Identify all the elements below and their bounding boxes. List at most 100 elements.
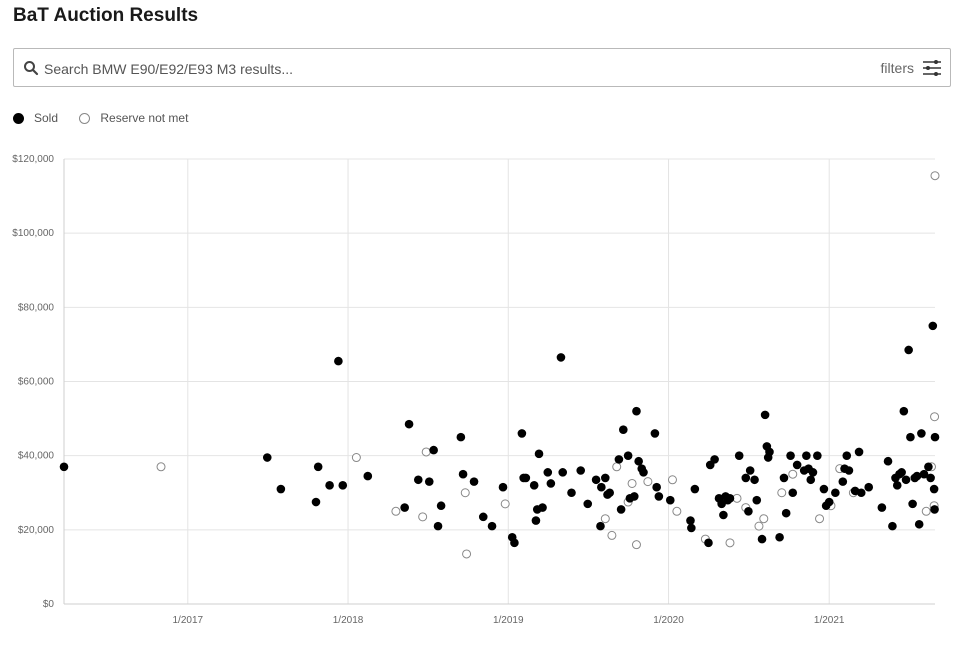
reserve-not-met-point (462, 549, 472, 559)
sold-point (529, 481, 539, 490)
sold-point (734, 451, 744, 460)
sold-point (897, 468, 906, 477)
sold-point (458, 469, 468, 479)
sold-point (813, 451, 822, 460)
sold-point (619, 425, 628, 435)
sold-point (883, 456, 893, 466)
sold-point (819, 484, 829, 494)
x-tick-label: 1/2019 (493, 615, 524, 625)
sold-point (725, 494, 735, 503)
sold-point (556, 353, 566, 362)
sold-point (904, 345, 913, 355)
x-tick-label: 1/2018 (333, 615, 364, 625)
sold-point (498, 482, 508, 492)
sold-point (930, 432, 940, 442)
reserve-not-met-point (421, 447, 431, 457)
sold-point (838, 477, 848, 486)
sold-point (745, 466, 755, 475)
sold-point (591, 475, 601, 485)
sold-point (400, 503, 409, 512)
sold-point (899, 406, 909, 416)
sold-point (543, 468, 553, 477)
legend-item-sold[interactable]: Sold (13, 111, 58, 125)
sold-point (313, 462, 323, 472)
reserve-not-met-point (600, 514, 610, 524)
y-tick-label: $80,000 (18, 302, 55, 313)
y-tick-label: $120,000 (12, 154, 54, 165)
reserve-not-met-point (921, 506, 931, 516)
reserve-not-met-point (631, 540, 641, 550)
sold-point (929, 484, 939, 494)
sold-point (919, 469, 929, 479)
sold-point (892, 481, 902, 490)
sold-point (424, 477, 434, 486)
sold-point (842, 451, 852, 460)
sold-point (325, 481, 334, 490)
sold-point (914, 519, 924, 529)
sold-point (926, 473, 935, 483)
search-icon (24, 61, 39, 76)
sold-point (576, 466, 586, 475)
sold-point (906, 432, 915, 442)
reserve-not-met-point (460, 488, 470, 498)
sold-point (478, 512, 488, 522)
reserve-not-met-point (777, 488, 787, 498)
sold-point (912, 471, 922, 481)
reserve-not-met-point (759, 514, 769, 524)
sold-point (710, 455, 719, 464)
sold-point (363, 471, 373, 481)
sold-point (639, 468, 648, 477)
page-title: BaT Auction Results (13, 5, 199, 26)
reserve-not-met-point (788, 469, 798, 479)
sold-point (338, 481, 348, 490)
reserve-not-met-point (391, 506, 401, 516)
search-bar[interactable]: filters (13, 48, 951, 87)
sold-point (510, 538, 519, 548)
sold-point (765, 447, 774, 457)
reserve-not-met-point (351, 453, 361, 463)
legend-label-sold: Sold (34, 111, 59, 125)
sold-point (311, 497, 321, 507)
sliders-icon[interactable] (922, 58, 942, 78)
reserve-not-met-point (667, 475, 677, 485)
sold-point (686, 516, 695, 525)
sold-point (601, 473, 610, 483)
sold-point (744, 506, 753, 516)
sold-point (690, 484, 700, 494)
sold-point (928, 321, 938, 331)
sold-point (596, 521, 605, 531)
sold-point (888, 521, 897, 531)
sold-point (654, 492, 664, 501)
sold-point (687, 523, 696, 533)
search-input[interactable] (42, 57, 746, 81)
sold-point (597, 482, 606, 492)
filters-label[interactable]: filters (880, 60, 914, 76)
sold-point (704, 538, 713, 548)
sold-point (786, 451, 795, 460)
sold-point (531, 516, 541, 525)
sold-point (802, 451, 811, 460)
sold-point (650, 429, 660, 438)
reserve-not-met-point (815, 514, 825, 524)
reserve-not-met-point (156, 462, 166, 472)
y-tick-label: $20,000 (18, 525, 55, 536)
hollow-dot-icon (79, 112, 91, 124)
reserve-not-met-point (930, 171, 940, 181)
sold-point (429, 445, 438, 455)
sold-point (917, 429, 926, 438)
reserve-not-met-point (643, 477, 653, 487)
legend-item-reserve-not-met[interactable]: Reserve not met (79, 111, 188, 125)
scatter-chart: $0 $20,000 $40,000 $60,000 $80,000 $100,000 $1… (12, 154, 940, 625)
reserve-not-met-point (612, 462, 622, 472)
reserve-not-met-point (930, 412, 940, 422)
sold-point (605, 488, 614, 498)
sold-point (757, 534, 767, 544)
sold-point (413, 475, 423, 485)
sold-point (583, 499, 593, 509)
sold-point (741, 473, 751, 483)
reserve-not-met-point (607, 530, 617, 540)
filled-dot-icon (13, 112, 24, 124)
reserve-not-met-point (500, 499, 510, 509)
sold-point (404, 419, 414, 429)
sold-point (629, 492, 639, 501)
